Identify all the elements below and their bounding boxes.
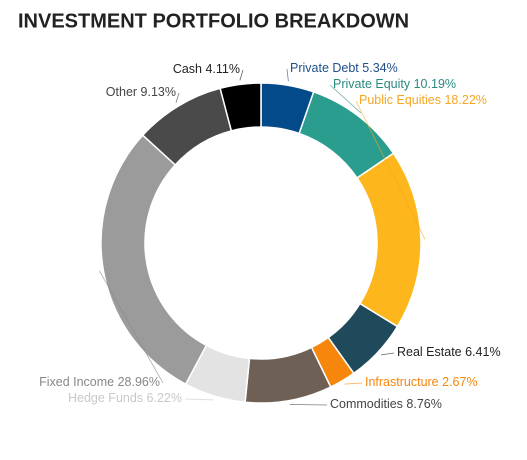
- slice-label: Other 9.13%: [106, 85, 176, 99]
- slice-label: Hedge Funds 6.22%: [68, 391, 182, 405]
- slice-label: Fixed Income 28.96%: [39, 375, 160, 389]
- category-name: Private Debt: [290, 61, 359, 75]
- slice-label: Cash 4.11%: [173, 62, 240, 76]
- leader-line: [99, 270, 164, 384]
- value-label: 8.76%: [406, 397, 441, 411]
- value-label: 18.22%: [444, 93, 486, 107]
- leader-line: [175, 92, 180, 103]
- category-name: Infrastructure: [365, 375, 439, 389]
- value-label: 6.41%: [465, 345, 500, 359]
- leader-line: [329, 84, 362, 114]
- value-label: 4.11%: [205, 62, 240, 76]
- slice: [219, 82, 262, 132]
- slice-label: Infrastructure 2.67%: [365, 375, 478, 389]
- value-label: 6.22%: [147, 391, 182, 405]
- value-label: 28.96%: [118, 375, 160, 389]
- slice: [100, 134, 208, 386]
- category-name: Private Equity: [333, 77, 411, 91]
- leader-line: [344, 382, 363, 385]
- category-name: Cash: [173, 62, 202, 76]
- leader-line: [289, 404, 328, 406]
- slice-label: Private Debt 5.34%: [290, 61, 398, 75]
- category-name: Public Equities: [359, 93, 441, 107]
- value-label: 9.13%: [141, 85, 176, 99]
- chart-title: INVESTMENT PORTFOLIO BREAKDOWN: [18, 10, 409, 32]
- slice-label: Commodities 8.76%: [330, 397, 442, 411]
- slice-label: Private Equity 10.19%: [333, 77, 456, 91]
- category-name: Fixed Income: [39, 375, 114, 389]
- category-name: Hedge Funds: [68, 391, 143, 405]
- leader-line: [380, 352, 395, 356]
- value-label: 5.34%: [362, 61, 397, 75]
- category-name: Real Estate: [397, 345, 462, 359]
- slice: [356, 152, 422, 328]
- leader-line: [355, 100, 426, 240]
- leader-line: [184, 398, 214, 401]
- value-label: 10.19%: [414, 77, 456, 91]
- slice-label: Real Estate 6.41%: [397, 345, 501, 359]
- leader-line: [286, 68, 289, 82]
- slice-label: Public Equities 18.22%: [359, 93, 487, 107]
- leader-line: [239, 69, 244, 81]
- value-label: 2.67%: [442, 375, 477, 389]
- category-name: Commodities: [330, 397, 403, 411]
- category-name: Other: [106, 85, 137, 99]
